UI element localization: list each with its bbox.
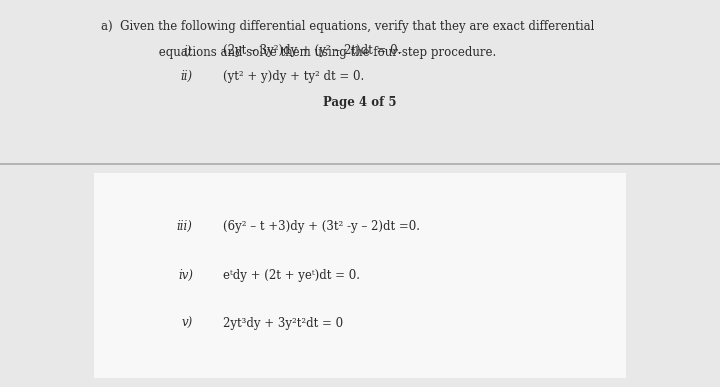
Text: ii): ii) — [180, 70, 192, 83]
Text: equations and solve them using the four-step procedure.: equations and solve them using the four-… — [140, 46, 497, 59]
Text: i): i) — [184, 45, 192, 58]
Text: iii): iii) — [176, 220, 192, 233]
Text: (yt² + y)dy + ty² dt = 0.: (yt² + y)dy + ty² dt = 0. — [223, 70, 364, 83]
Text: iv): iv) — [179, 269, 194, 282]
Text: Page 4 of 5: Page 4 of 5 — [323, 96, 397, 109]
Text: eᵗdy + (2t + yeᵗ)dt = 0.: eᵗdy + (2t + yeᵗ)dt = 0. — [223, 269, 360, 282]
Text: v): v) — [181, 317, 193, 330]
Text: (6y² – t +3)dy + (3t² -y – 2)dt =0.: (6y² – t +3)dy + (3t² -y – 2)dt =0. — [223, 220, 420, 233]
Text: (2yt – 3y²)dy + (y² – 2t)dt = 0.: (2yt – 3y²)dy + (y² – 2t)dt = 0. — [223, 45, 402, 58]
Text: a)  Given the following differential equations, verify that they are exact diffe: a) Given the following differential equa… — [101, 20, 594, 33]
Text: 2yt³dy + 3y²t²dt = 0: 2yt³dy + 3y²t²dt = 0 — [223, 317, 343, 330]
FancyBboxPatch shape — [94, 173, 626, 378]
